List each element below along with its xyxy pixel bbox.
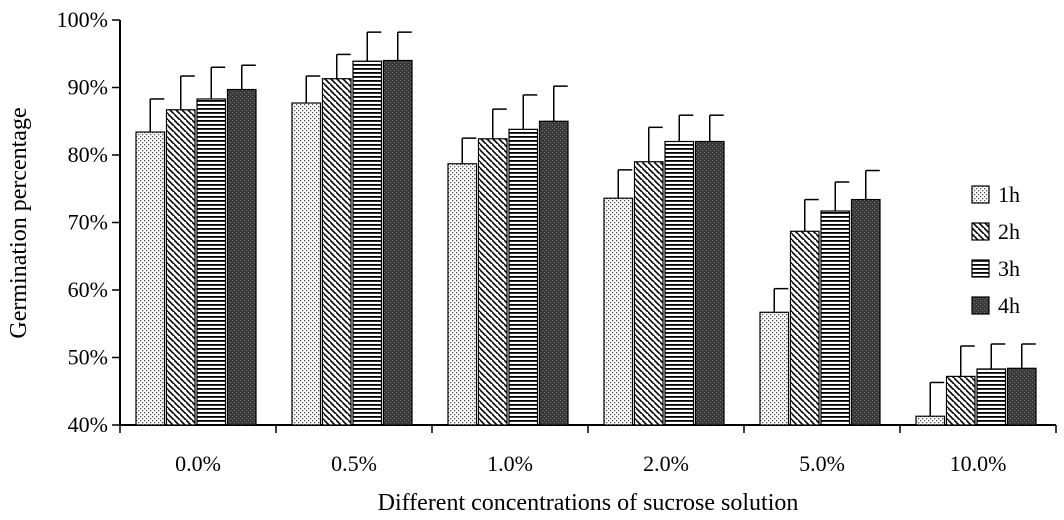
- bar-1h-2.0%: [603, 197, 634, 426]
- x-tick-label: 0.0%: [175, 451, 221, 476]
- bar-2h-2.0%: [633, 161, 664, 426]
- plot-area: 40% 50% 60% 70% 80% 90% 100% 0.0% 0.5% 1.0% 2.0% 5.…: [57, 7, 1057, 476]
- bar-3h-0.5%: [352, 60, 383, 426]
- y-tick-label: 100%: [57, 7, 108, 32]
- bar-3h-0.0%: [196, 98, 227, 426]
- x-tick-label: 0.5%: [331, 451, 377, 476]
- legend-swatch-2h: [971, 222, 990, 241]
- legend-swatch-4h: [971, 296, 990, 315]
- x-axis-title: Different concentrations of sucrose solu…: [378, 490, 799, 516]
- x-tick-label: 5.0%: [799, 451, 845, 476]
- y-tick-label: 90%: [68, 75, 108, 100]
- y-tick-label: 40%: [68, 412, 108, 437]
- bar-1h-1.0%: [447, 163, 478, 426]
- y-tick-label: 80%: [68, 142, 108, 167]
- bar-1h-10.0%: [915, 415, 946, 426]
- bar-2h-10.0%: [945, 375, 976, 426]
- legend: 1h 2h 3h 4h: [971, 182, 1020, 318]
- bar-4h-0.0%: [226, 88, 257, 426]
- x-tick-label: 10.0%: [950, 451, 1007, 476]
- bar-4h-5.0%: [850, 198, 881, 426]
- legend-swatch-3h: [971, 259, 990, 278]
- bar-4h-10.0%: [1006, 367, 1037, 426]
- y-tick-label: 50%: [68, 345, 108, 370]
- bar-2h-1.0%: [477, 138, 508, 426]
- legend-label-4h: 4h: [998, 293, 1020, 318]
- y-tick-label: 70%: [68, 210, 108, 235]
- bar-2h-5.0%: [789, 230, 820, 426]
- legend-label-3h: 3h: [998, 256, 1020, 281]
- bar-3h-10.0%: [976, 368, 1007, 426]
- bar-2h-0.5%: [321, 78, 352, 426]
- bar-2h-0.0%: [165, 109, 196, 426]
- legend-swatch-1h: [971, 185, 990, 204]
- y-tick-label: 60%: [68, 277, 108, 302]
- x-tick-label: 1.0%: [487, 451, 533, 476]
- bar-3h-5.0%: [820, 210, 851, 426]
- bar-4h-2.0%: [694, 140, 725, 426]
- bar-1h-5.0%: [759, 311, 790, 426]
- legend-label-1h: 1h: [998, 182, 1020, 207]
- bar-3h-2.0%: [664, 140, 695, 426]
- y-axis-title: Germination percentage: [6, 107, 32, 338]
- bar-1h-0.0%: [135, 131, 166, 426]
- bar-4h-0.5%: [382, 59, 413, 426]
- bar-3h-1.0%: [508, 128, 539, 426]
- bar-4h-1.0%: [538, 120, 569, 426]
- legend-label-2h: 2h: [998, 219, 1020, 244]
- x-tick-label: 2.0%: [643, 451, 689, 476]
- bar-1h-0.5%: [291, 102, 322, 426]
